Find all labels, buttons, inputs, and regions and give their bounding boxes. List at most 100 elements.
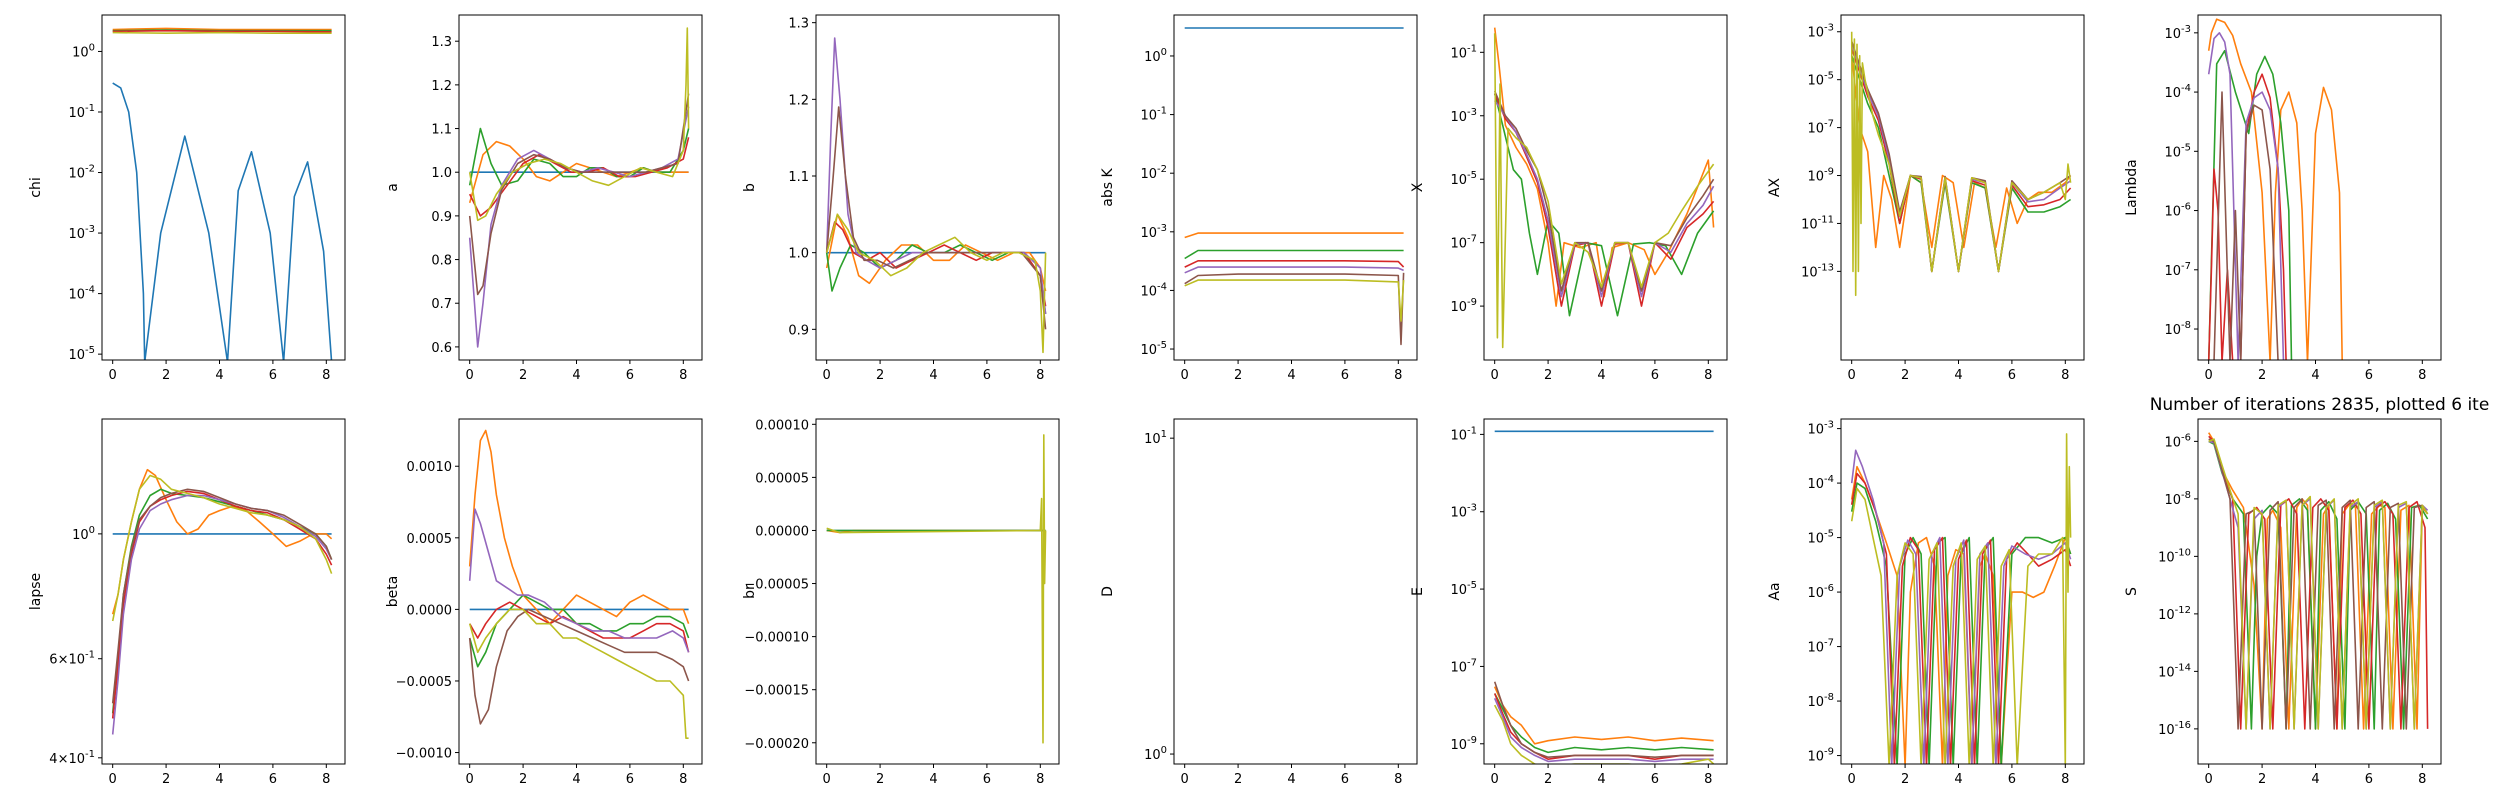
axes-frame	[1173, 418, 1418, 765]
panel-a: 0 2 4 6 8 0.6 0.7 0.8 0.9 1.0 1.1 1.2 1.3 a	[385, 14, 703, 383]
series-line-chi-0	[112, 82, 333, 360]
axes-frame	[101, 418, 346, 765]
series-group	[111, 468, 333, 735]
y-tick-label: 10-5	[1450, 170, 1477, 188]
y-axis-label: S	[2124, 587, 2140, 596]
series-line-Aa-3	[1850, 449, 2072, 764]
series-line-a-6	[468, 27, 690, 222]
x-tick-label: 2	[519, 772, 527, 787]
y-tick-label: 10-5	[1450, 580, 1477, 598]
y-axis-label: E	[1410, 587, 1426, 596]
axes-frame	[1173, 14, 1418, 361]
series-group	[2207, 18, 2343, 360]
x-tick-label: 0	[1848, 368, 1856, 383]
y-tick-label: 0.0000	[407, 603, 453, 618]
y-tick-label: 10-5	[1807, 71, 1834, 89]
panel-D: 0 2 4 6 8 100 101 D	[1100, 418, 1418, 787]
y-tick-label: 10-8	[2164, 320, 2191, 338]
y-tick-label: 10-16	[2158, 720, 2191, 738]
series-line-X-4	[1493, 90, 1715, 292]
x-tick-label: 8	[1704, 368, 1712, 383]
y-tick-label: 10-1	[1450, 425, 1477, 443]
y-tick-label: 1.0	[788, 247, 809, 262]
y-tick-label: 10-9	[1450, 297, 1477, 315]
y-tick-label: 10-7	[1807, 638, 1834, 656]
series-line-S-4	[2208, 438, 2429, 730]
y-tick-label: 10-6	[1807, 583, 1834, 601]
y-tick-label: 10-4	[68, 285, 95, 303]
series-line-beta-6	[468, 608, 689, 740]
x-tick-label: 0	[466, 772, 474, 787]
x-tick-label: 4	[215, 772, 223, 787]
x-tick-label: 4	[215, 368, 223, 383]
y-tick-label: 10-3	[1807, 23, 1834, 41]
y-axis-label: b	[742, 183, 758, 192]
series-line-a-4	[468, 106, 690, 348]
x-tick-label: 0	[2205, 772, 2213, 787]
y-tick-label: 10-5	[1807, 529, 1834, 547]
y-tick-label: 0.00000	[755, 524, 809, 539]
y-tick-label: 10-7	[1450, 234, 1477, 252]
panel-chi: 0 2 4 6 8 100 10-1 10-2 10-3 10-4 10-5 chi	[28, 14, 346, 383]
y-tick-label: −0.00010	[744, 631, 809, 646]
x-tick-label: 6	[2365, 772, 2373, 787]
series-line-E-2	[1493, 693, 1714, 754]
y-tick-label: 10-9	[1807, 747, 1834, 765]
x-tick-label: 6	[2365, 368, 2373, 383]
axes-frame	[1840, 14, 2085, 361]
series-line-absK-3	[1184, 259, 1405, 268]
y-axis-label: chi	[28, 177, 44, 197]
series-group	[2208, 432, 2429, 730]
series-group	[1850, 31, 2072, 297]
y-tick-label: 0.00005	[755, 471, 809, 486]
panel-title: Number of iterations 2835, plotted 6 ite	[2150, 395, 2490, 415]
series-line-a-2	[468, 127, 690, 187]
y-tick-label: 0.0005	[407, 532, 453, 547]
y-tick-label: −0.00020	[744, 737, 809, 752]
series-line-X-2	[1493, 93, 1715, 307]
series-line-X-5	[1493, 33, 1715, 349]
series-line-Aa-2	[1850, 472, 2072, 764]
series-group	[468, 27, 690, 348]
x-tick-label: 2	[2258, 772, 2266, 787]
y-tick-label: 10-9	[1450, 735, 1477, 753]
axes-frame	[2197, 14, 2442, 361]
series-line-beta-5	[468, 608, 690, 725]
series-line-b-4	[825, 37, 1047, 315]
series-line-chi-4	[112, 31, 332, 35]
series-line-Lambda-0	[2207, 18, 2343, 360]
x-tick-label: 6	[1651, 368, 1659, 383]
x-tick-label: 6	[2008, 772, 2016, 787]
x-tick-label: 8	[679, 368, 687, 383]
series-line-lapse-5	[111, 488, 333, 704]
x-tick-label: 6	[983, 368, 991, 383]
panel-beta: 0 2 4 6 8 −0.0010 −0.0005 0.0000 0.0005 0.0010 bet…	[385, 418, 703, 787]
x-tick-label: 2	[1901, 368, 1909, 383]
y-tick-label: 10-3	[68, 224, 95, 242]
panel-S: 0 2 4 6 8 10-6 10-8 10-10 10-12 10-14 10-16 S Number…	[2124, 395, 2489, 787]
y-tick-label: 1.2	[788, 93, 809, 108]
series-line-b-6	[825, 213, 1047, 354]
y-tick-label: 1.3	[431, 35, 452, 50]
x-tick-label: 8	[1394, 368, 1402, 383]
series-group	[825, 37, 1047, 354]
y-tick-label: 0.6	[431, 341, 452, 356]
y-tick-label: 101	[1144, 429, 1167, 447]
series-group	[1493, 430, 1715, 764]
series-line-a-3	[468, 137, 690, 217]
series-line-S-5	[2208, 438, 2429, 730]
series-line-Aa-0	[1850, 465, 2072, 764]
y-tick-label: −0.00015	[744, 684, 809, 699]
y-tick-label: 10-12	[2158, 605, 2191, 623]
y-tick-label: 10-10	[2158, 547, 2191, 565]
x-tick-label: 0	[1181, 772, 1189, 787]
y-tick-label: 1.1	[788, 170, 809, 185]
series-line-b-3	[825, 221, 1047, 307]
x-tick-label: 2	[876, 772, 884, 787]
x-tick-label: 2	[1234, 772, 1242, 787]
y-tick-label: 10-14	[2158, 662, 2191, 680]
x-tick-label: 2	[519, 368, 527, 383]
x-tick-label: 4	[1287, 368, 1295, 383]
x-tick-label: 2	[162, 368, 170, 383]
